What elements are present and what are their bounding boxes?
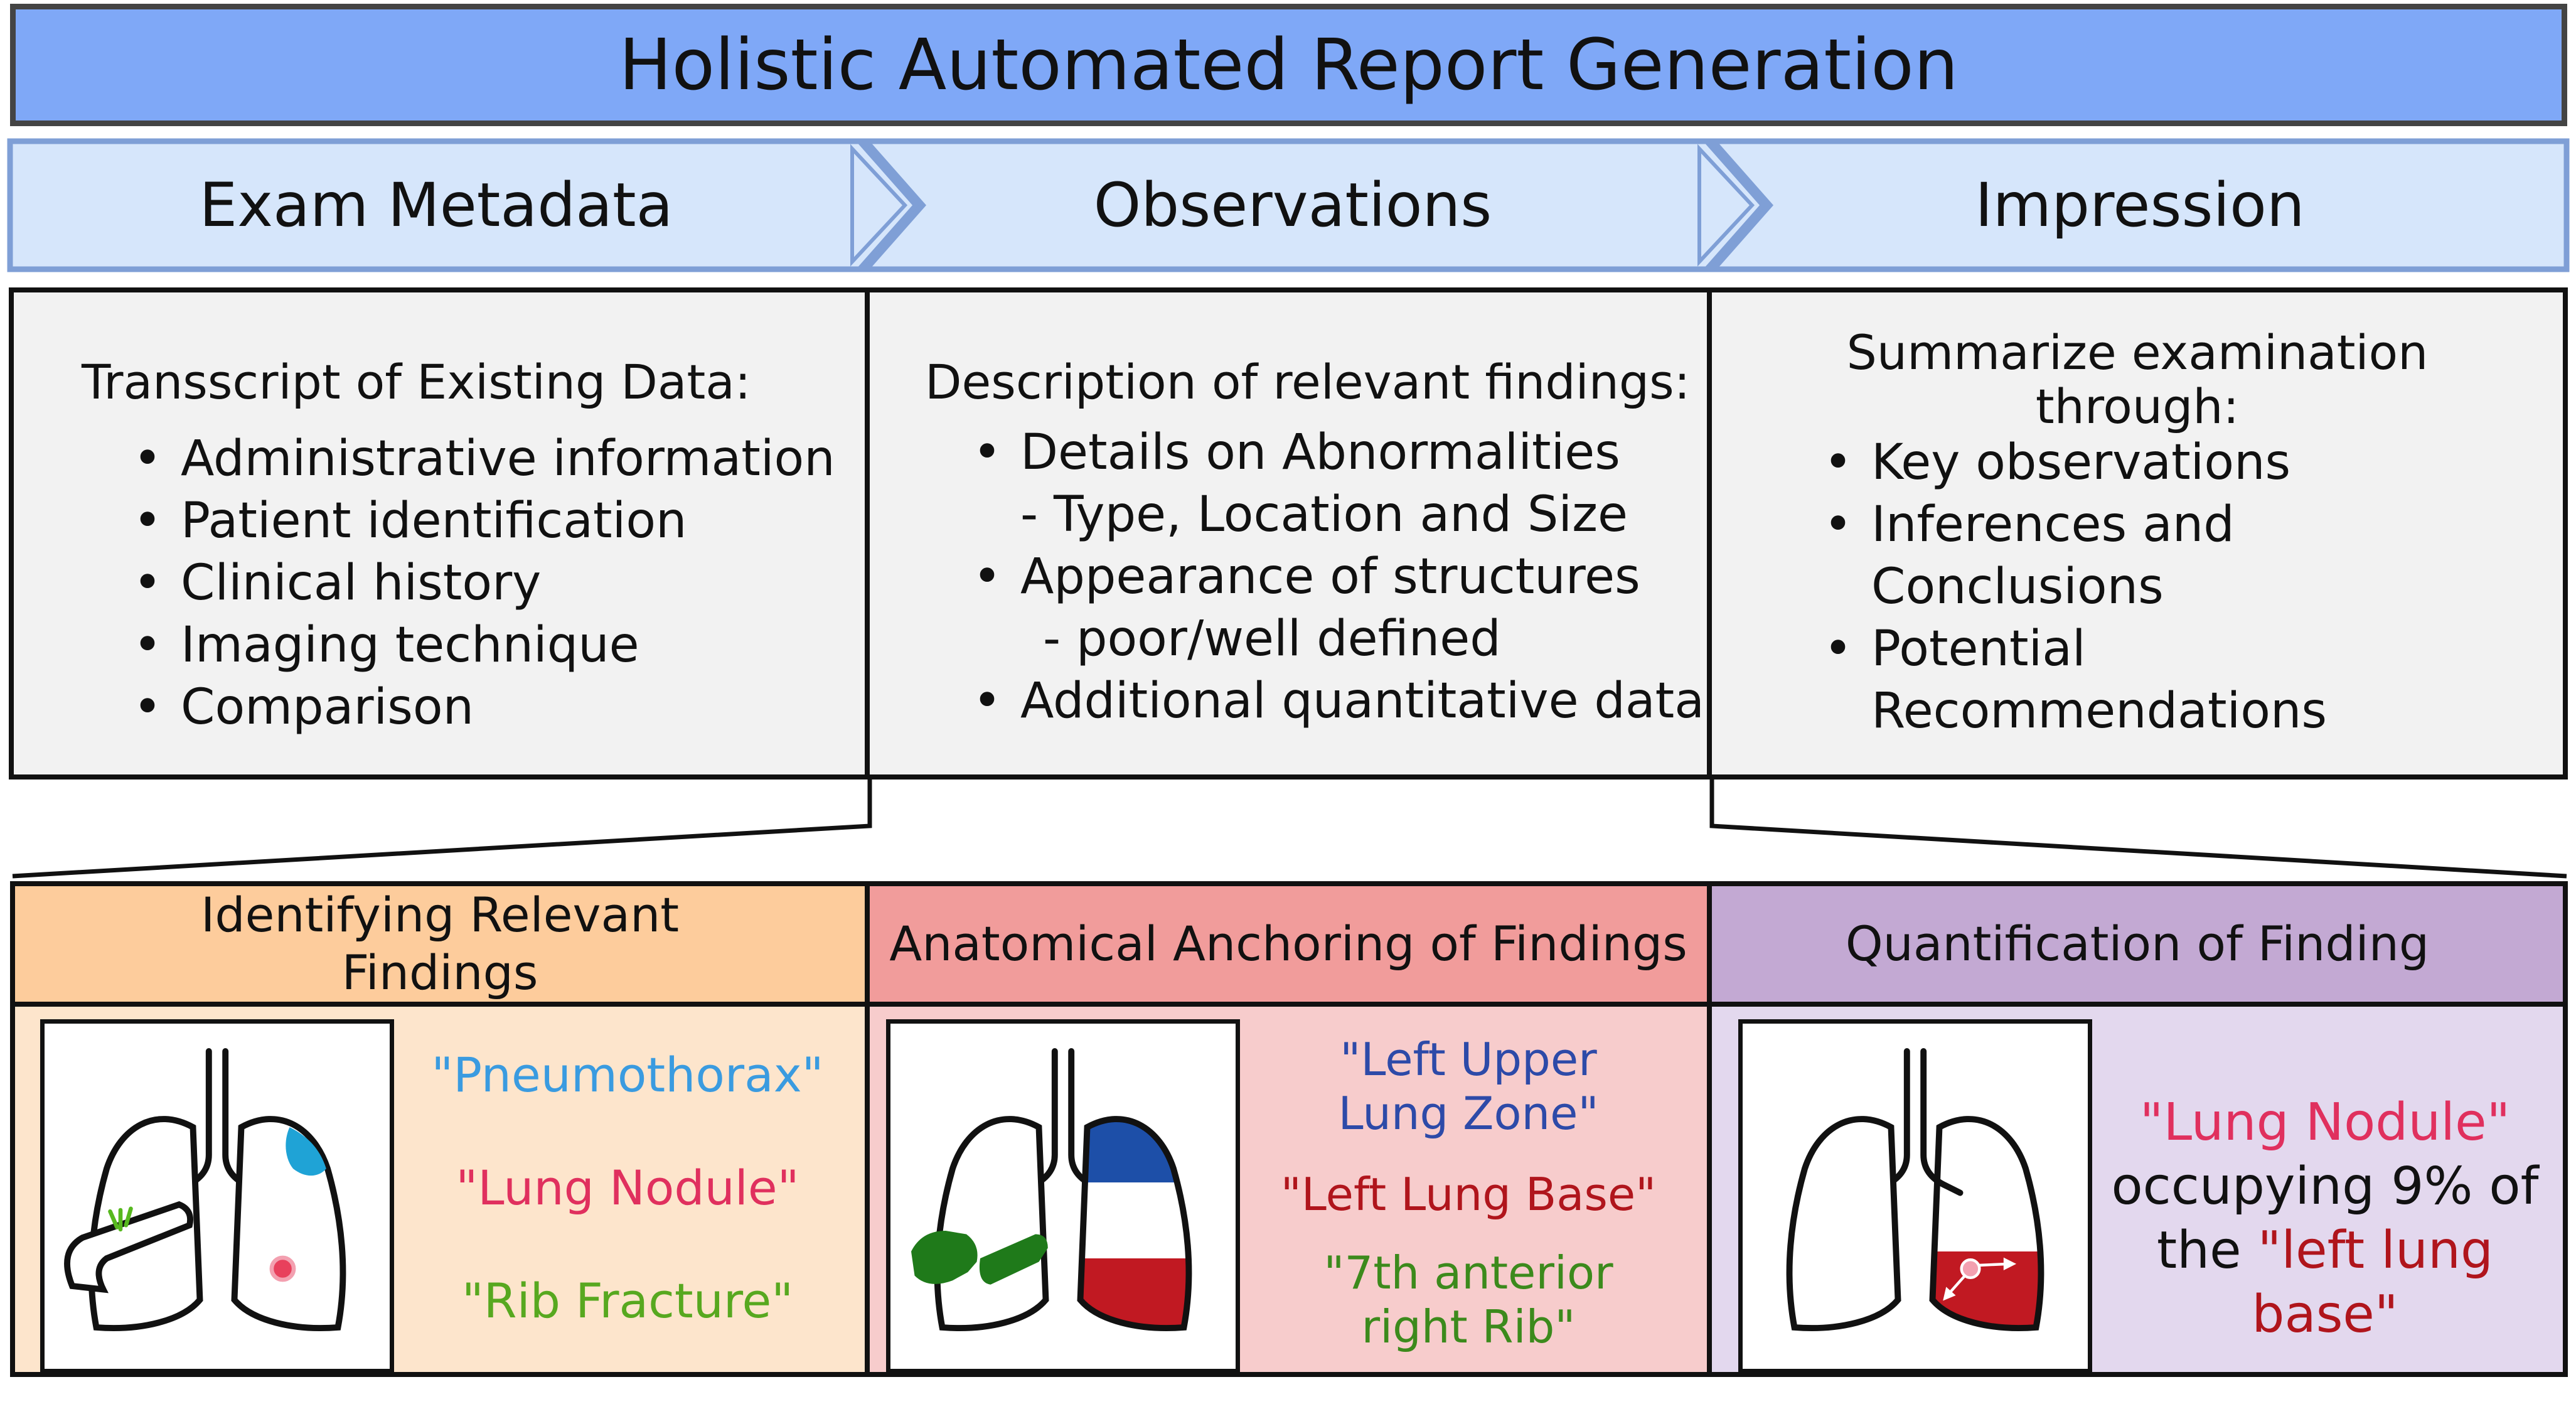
lung-quantification-icon xyxy=(1786,1048,2044,1331)
term-lung-nodule: "Lung Nodule" xyxy=(456,1160,799,1216)
list-item: Administrative information xyxy=(133,428,835,490)
stage-label-impression: Impression xyxy=(1975,170,2305,240)
panel-header-line2: Findings xyxy=(341,945,538,1000)
term-left-lung-base: "Left Lung Base" xyxy=(1280,1168,1657,1221)
list-item-cont: Recommendations xyxy=(1871,683,2327,739)
list-item: Inferences and Conclusions xyxy=(1824,494,2327,618)
list-item-main: Appearance of structures xyxy=(1020,549,1640,605)
panel-header-anchoring: Anatomical Anchoring of Findings xyxy=(865,881,1712,1007)
lung-illustration-findings xyxy=(40,1019,394,1373)
panel-header-quantification: Quantification of Finding xyxy=(1707,881,2568,1007)
list-item: Potential Recommendations xyxy=(1824,618,2327,742)
stage-chevron-metadata xyxy=(7,138,921,272)
stage-chevrons xyxy=(7,138,2570,272)
list-item: Clinical history xyxy=(133,552,835,614)
stage-chevron-impression xyxy=(1707,138,2570,272)
quant-last-line: the "left lung base" xyxy=(2083,1219,2567,1347)
observations-heading: Description of relevant findings: xyxy=(925,354,1691,410)
impression-list: Key observations Inferences and Conclusi… xyxy=(1824,432,2327,742)
list-item: Comparison xyxy=(133,677,835,739)
list-item-cont: Conclusions xyxy=(1871,559,2164,615)
impression-heading-line2: through: xyxy=(2035,378,2240,434)
quantification-statement: "Lung Nodule" occupying 9% of the "left … xyxy=(2083,1091,2567,1347)
term-7th-anterior-right-rib: "7th anterior right Rib" xyxy=(1243,1246,1694,1354)
list-item: Details on Abnormalities - Type, Locatio… xyxy=(973,422,1704,546)
list-item-sub: - Type, Location and Size xyxy=(1020,486,1628,543)
stage-label-observations: Observations xyxy=(1093,170,1492,240)
zoom-connector xyxy=(12,780,2567,879)
term-line1: "7th anterior xyxy=(1323,1246,1613,1299)
list-item: Patient identification xyxy=(133,490,835,552)
main-title: Holistic Automated Report Generation xyxy=(10,4,2567,126)
term-rib-fracture: "Rib Fracture" xyxy=(461,1273,794,1329)
term-line1: "Left Upper xyxy=(1340,1033,1597,1086)
lung-anchoring-icon xyxy=(911,1048,1192,1331)
impression-box: Summarize examination through: Key obser… xyxy=(1707,287,2568,780)
quant-prefix: the xyxy=(2156,1221,2258,1280)
list-item-main: Potential xyxy=(1871,621,2086,677)
lung-findings-icon xyxy=(64,1048,346,1331)
impression-heading: Summarize examination through: xyxy=(1712,323,2563,437)
term-pneumothorax: "Pneumothorax" xyxy=(431,1047,824,1103)
panel-header-identifying: Identifying Relevant Findings xyxy=(10,881,870,1007)
list-item: Key observations xyxy=(1824,432,2327,494)
stage-label-exam-metadata: Exam Metadata xyxy=(199,170,673,240)
list-item-sub: - poor/well defined xyxy=(1043,611,1501,667)
metadata-heading: Transscript of Existing Data: xyxy=(82,354,751,410)
list-item: Appearance of structures - poor/well def… xyxy=(973,546,1704,670)
quant-middle: occupying 9% of xyxy=(2111,1157,2539,1216)
impression-heading-line1: Summarize examination xyxy=(1846,324,2429,380)
term-left-upper-lung-zone: "Left Upper Lung Zone" xyxy=(1243,1032,1694,1140)
term-line2: Lung Zone" xyxy=(1338,1087,1599,1140)
lung-illustration-anchoring xyxy=(886,1019,1240,1373)
term-line2: right Rib" xyxy=(1361,1300,1576,1353)
list-item-main: Details on Abnormalities xyxy=(1020,424,1620,481)
observations-box: Description of relevant findings: Detail… xyxy=(865,287,1712,780)
stage-chevron-observations xyxy=(860,138,1768,272)
list-item: Additional quantitative data xyxy=(973,670,1704,732)
panel-header-text: Quantification of Finding xyxy=(1845,916,2430,972)
list-item-main: Inferences and xyxy=(1871,496,2235,553)
panel-header-text: Anatomical Anchoring of Findings xyxy=(889,916,1687,972)
list-item: Imaging technique xyxy=(133,614,835,677)
metadata-list: Administrative information Patient ident… xyxy=(133,428,835,739)
metadata-box: Transscript of Existing Data: Administra… xyxy=(9,287,870,780)
observations-list: Details on Abnormalities - Type, Locatio… xyxy=(973,422,1704,732)
panel-header-line1: Identifying Relevant xyxy=(200,887,680,943)
quant-term: "Lung Nodule" xyxy=(2139,1093,2511,1152)
lung-illustration-quantification xyxy=(1738,1019,2092,1373)
quant-region: "left lung base" xyxy=(2252,1221,2493,1344)
